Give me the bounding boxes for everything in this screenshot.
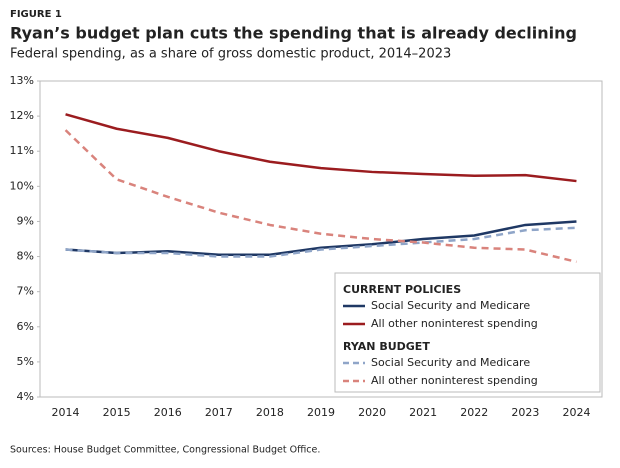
x-tick-label: 2024: [562, 406, 590, 419]
legend-group-title: CURRENT POLICIES: [343, 283, 461, 296]
series-line: [65, 226, 577, 258]
x-tick-label: 2019: [307, 406, 335, 419]
x-tick-label: 2023: [511, 406, 539, 419]
legend-box: [334, 272, 601, 393]
x-tick-label: 2020: [358, 406, 386, 419]
x-tick-label: 2016: [154, 406, 182, 419]
y-tick-label: 11%: [10, 144, 34, 157]
x-tick-label: 2021: [409, 406, 437, 419]
y-tick-label: 12%: [10, 109, 34, 122]
x-tick-label: 2014: [52, 406, 80, 419]
legend-label: Social Security and Medicare: [371, 299, 530, 312]
x-tick-label: 2017: [205, 406, 233, 419]
figure-label: FIGURE 1: [10, 9, 62, 20]
x-tick-label: 2022: [460, 406, 488, 419]
plot-frame: [39, 80, 603, 398]
y-tick-label: 8%: [17, 250, 34, 263]
x-tick-label: 2018: [256, 406, 284, 419]
legend-label: All other noninterest spending: [371, 374, 538, 387]
y-tick-label: 13%: [10, 74, 34, 87]
series-line: [65, 113, 577, 183]
legend-group-title: RYAN BUDGET: [343, 340, 430, 353]
legend-label: Social Security and Medicare: [371, 356, 530, 369]
y-tick-label: 7%: [17, 285, 34, 298]
y-tick-label: 4%: [17, 390, 34, 403]
x-tick-label: 2015: [103, 406, 131, 419]
chart-subtitle: Federal spending, as a share of gross do…: [10, 47, 451, 62]
y-tick-label: 5%: [17, 355, 34, 368]
y-tick-label: 9%: [17, 214, 34, 227]
y-tick-label: 6%: [17, 320, 34, 333]
chart-title: Ryan’s budget plan cuts the spending tha…: [10, 24, 577, 43]
y-tick-label: 10%: [10, 179, 34, 192]
legend-label: All other noninterest spending: [371, 317, 538, 330]
source-note: Sources: House Budget Committee, Congres…: [10, 445, 320, 456]
series-line: [64, 129, 577, 264]
